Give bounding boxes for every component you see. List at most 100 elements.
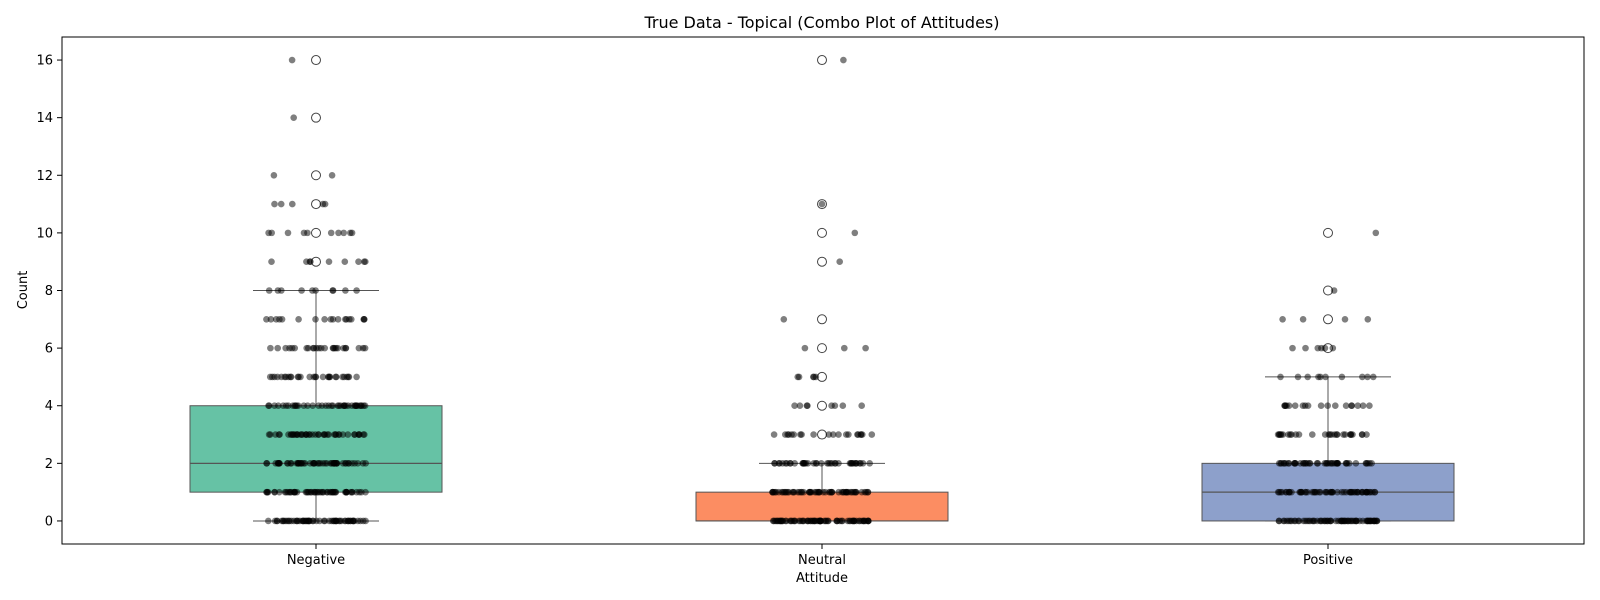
- strip-point: [271, 488, 279, 496]
- strip-point: [1302, 344, 1309, 352]
- strip-point: [791, 517, 798, 525]
- strip-point: [840, 56, 847, 64]
- strip-point: [287, 373, 295, 381]
- strip-point: [278, 287, 285, 294]
- strip-point: [284, 229, 292, 237]
- outlier-marker: [311, 170, 321, 181]
- strip-point: [1363, 431, 1370, 438]
- strip-point: [1340, 431, 1347, 438]
- y-tick-label: 16: [36, 54, 53, 69]
- strip-point: [1343, 488, 1350, 496]
- strip-point: [1321, 344, 1329, 352]
- strip-positive: [1274, 229, 1381, 525]
- strip-point: [1371, 488, 1379, 496]
- strip-point: [275, 460, 282, 467]
- strip-point: [824, 517, 832, 525]
- strip-point: [804, 402, 811, 410]
- strip-point: [340, 402, 347, 410]
- outlier-marker: [311, 227, 321, 238]
- box-negative: [189, 55, 443, 522]
- strip-point: [263, 460, 271, 467]
- strip-point: [847, 460, 855, 467]
- y-tick-label: 12: [36, 169, 53, 184]
- strip-point: [289, 200, 296, 208]
- strip-point: [335, 229, 342, 237]
- strip-point: [770, 488, 778, 496]
- strip-point: [777, 517, 785, 525]
- y-tick-label: 0: [45, 514, 53, 529]
- box-iqr: [695, 491, 949, 522]
- strip-point: [351, 460, 359, 467]
- strip-point: [277, 200, 285, 208]
- strip-point: [1326, 460, 1334, 467]
- strip-point: [1359, 402, 1367, 410]
- strip-point: [288, 517, 295, 525]
- strip-point: [1285, 488, 1293, 496]
- strip-point: [810, 431, 817, 438]
- strip-point: [1322, 373, 1329, 381]
- strip-negative: [263, 56, 370, 525]
- strip-point: [1275, 431, 1283, 438]
- strip-point: [791, 460, 798, 467]
- strip-point: [810, 373, 817, 381]
- strip-point: [286, 488, 293, 496]
- y-tick-label: 6: [45, 342, 53, 357]
- strip-point: [312, 373, 320, 381]
- strip-point: [847, 488, 855, 496]
- strip-point: [805, 488, 813, 496]
- strip-point: [835, 460, 842, 467]
- strip-point: [278, 517, 286, 525]
- strip-point: [304, 229, 311, 237]
- strip-point: [1348, 402, 1355, 410]
- strip-point: [343, 373, 351, 381]
- strip-point: [344, 431, 352, 438]
- strip-point: [1341, 316, 1349, 323]
- strip-point: [771, 460, 778, 467]
- strip-point: [341, 258, 349, 265]
- strip-point: [1327, 488, 1334, 496]
- strip-point: [356, 488, 363, 496]
- strip-point: [323, 460, 331, 467]
- strip-point: [353, 287, 360, 294]
- strip-point: [1354, 488, 1362, 496]
- strip-point: [309, 402, 317, 410]
- strip-point: [303, 344, 311, 352]
- chart-title: True Data - Topical (Combo Plot of Attit…: [643, 13, 999, 32]
- strip-point: [274, 344, 282, 352]
- outlier-marker: [817, 227, 827, 238]
- strip-point: [1297, 488, 1305, 496]
- strip-point: [839, 402, 847, 410]
- outlier-marker: [817, 429, 827, 440]
- strip-point: [1304, 373, 1311, 381]
- strip-point: [788, 431, 795, 438]
- strip-point: [348, 488, 356, 496]
- strip-point: [290, 114, 298, 121]
- y-tick-label: 2: [45, 457, 53, 472]
- y-tick-label: 4: [45, 399, 53, 414]
- strip-point: [1289, 344, 1296, 352]
- y-tick-label: 14: [36, 111, 53, 126]
- strip-point: [1309, 431, 1316, 438]
- strip-point: [289, 402, 297, 410]
- strip-point: [1285, 517, 1292, 525]
- strip-point: [313, 344, 320, 352]
- strip-point: [812, 460, 820, 467]
- strip-point: [1338, 517, 1346, 525]
- strip-point: [864, 517, 872, 525]
- strip-point: [858, 402, 865, 410]
- strip-point: [1285, 431, 1292, 438]
- strip-point: [822, 488, 829, 496]
- strip-point: [1280, 460, 1288, 467]
- strip-point: [267, 431, 274, 438]
- strip-point: [270, 171, 278, 179]
- strip-point: [339, 460, 347, 467]
- strip-point: [284, 460, 292, 467]
- strip-point: [1295, 431, 1303, 438]
- strip-point: [333, 460, 340, 467]
- strip-point: [338, 517, 345, 525]
- strip-point: [1333, 460, 1340, 467]
- box-iqr: [189, 405, 443, 493]
- strip-point: [789, 488, 796, 496]
- strip-point: [855, 517, 863, 525]
- strip-point: [800, 460, 807, 467]
